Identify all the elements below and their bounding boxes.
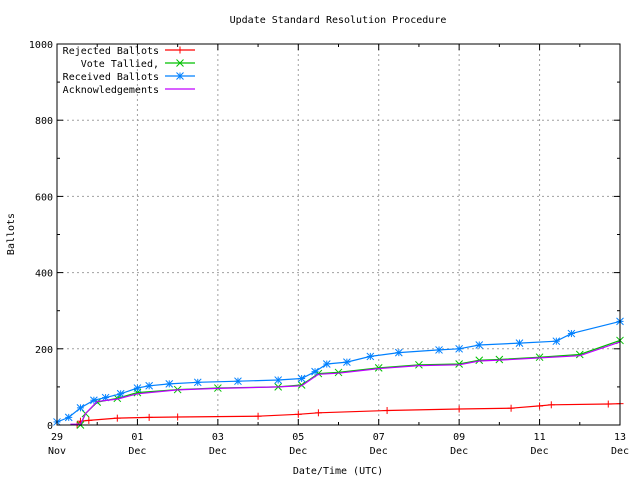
y-tick-label: 600	[35, 192, 53, 203]
point-marker	[475, 341, 484, 349]
series-line	[76, 403, 621, 426]
point-marker	[145, 381, 154, 390]
x-tick-label-month: Dec	[531, 446, 549, 457]
point-marker	[113, 394, 122, 403]
x-axis-label: Date/Time (UTC)	[293, 466, 383, 477]
point-marker	[366, 352, 375, 361]
series-acknowledgements	[70, 341, 621, 425]
plot-frame	[56, 43, 621, 426]
point-marker	[133, 384, 142, 392]
point-marker	[176, 72, 184, 80]
legend-label: Acknowledgements	[63, 85, 159, 96]
y-tick-label: 400	[35, 269, 53, 280]
point-marker	[274, 376, 283, 384]
series-line	[70, 341, 621, 425]
series-received-ballots	[53, 317, 624, 426]
chart-title: Update Standard Resolution Procedure	[230, 15, 447, 26]
point-marker	[101, 393, 110, 402]
x-tick-label-month: Dec	[209, 446, 227, 457]
x-tick-label-month: Dec	[370, 446, 388, 457]
x-tick-label-day: 05	[292, 432, 304, 443]
x-tick-label-day: 11	[534, 432, 546, 443]
point-marker	[343, 358, 351, 366]
x-tick-label-month: Dec	[450, 446, 468, 457]
x-tick-label-day: 13	[614, 432, 626, 443]
y-tick-label: 800	[35, 116, 53, 127]
point-marker	[176, 59, 184, 67]
y-axis-label: Ballots	[6, 213, 17, 255]
point-marker	[552, 337, 561, 346]
point-marker	[575, 350, 584, 359]
x-tick-label-month: Dec	[289, 446, 307, 457]
point-marker	[116, 389, 125, 398]
point-marker	[455, 360, 463, 368]
x-tick-label-day: 03	[212, 432, 224, 443]
point-marker	[76, 404, 85, 412]
x-tick-label-day: 29	[51, 432, 63, 443]
point-marker	[297, 374, 306, 383]
series-vote-tallied	[76, 336, 624, 429]
point-marker	[334, 368, 343, 377]
axis-ticks: 0 200 400 600 800 1000 29 Nov 01 Dec 03 Dec 05 Dec 07 D…	[29, 40, 629, 457]
x-tick-label-month: Dec	[128, 446, 146, 457]
point-marker	[475, 356, 484, 365]
x-tick-label-month: Nov	[48, 446, 66, 457]
point-marker	[297, 381, 306, 389]
x-tick-label-day: 09	[453, 432, 465, 443]
point-marker	[455, 344, 463, 353]
point-marker	[515, 339, 524, 347]
series-rejected-ballots	[73, 400, 624, 429]
point-marker	[322, 360, 331, 368]
y-tick-label: 1000	[29, 40, 53, 51]
y-tick-label: 0	[47, 421, 53, 432]
series-layer	[53, 317, 624, 429]
point-marker	[435, 346, 443, 354]
point-marker	[535, 353, 544, 362]
x-tick-label-day: 01	[131, 432, 143, 443]
point-marker	[64, 413, 73, 422]
point-marker	[415, 360, 423, 369]
point-marker	[394, 348, 403, 357]
point-marker	[311, 367, 319, 376]
grid	[57, 44, 620, 425]
point-marker	[495, 355, 504, 364]
point-marker	[567, 329, 576, 338]
point-marker	[90, 396, 98, 405]
legend-label: Rejected Ballots	[63, 46, 159, 57]
legend: Rejected Ballots Vote Tallied, Received Ba…	[63, 46, 195, 96]
point-marker	[165, 379, 174, 388]
legend-label: Received Ballots	[63, 72, 159, 83]
point-marker	[374, 363, 383, 372]
series-line	[56, 320, 621, 423]
point-marker	[193, 378, 202, 387]
y-tick-label: 200	[35, 345, 53, 356]
x-tick-label-day: 07	[373, 432, 385, 443]
x-tick-label-month: Dec	[611, 446, 629, 457]
legend-label: Vote Tallied,	[81, 59, 159, 70]
point-marker	[234, 377, 242, 386]
